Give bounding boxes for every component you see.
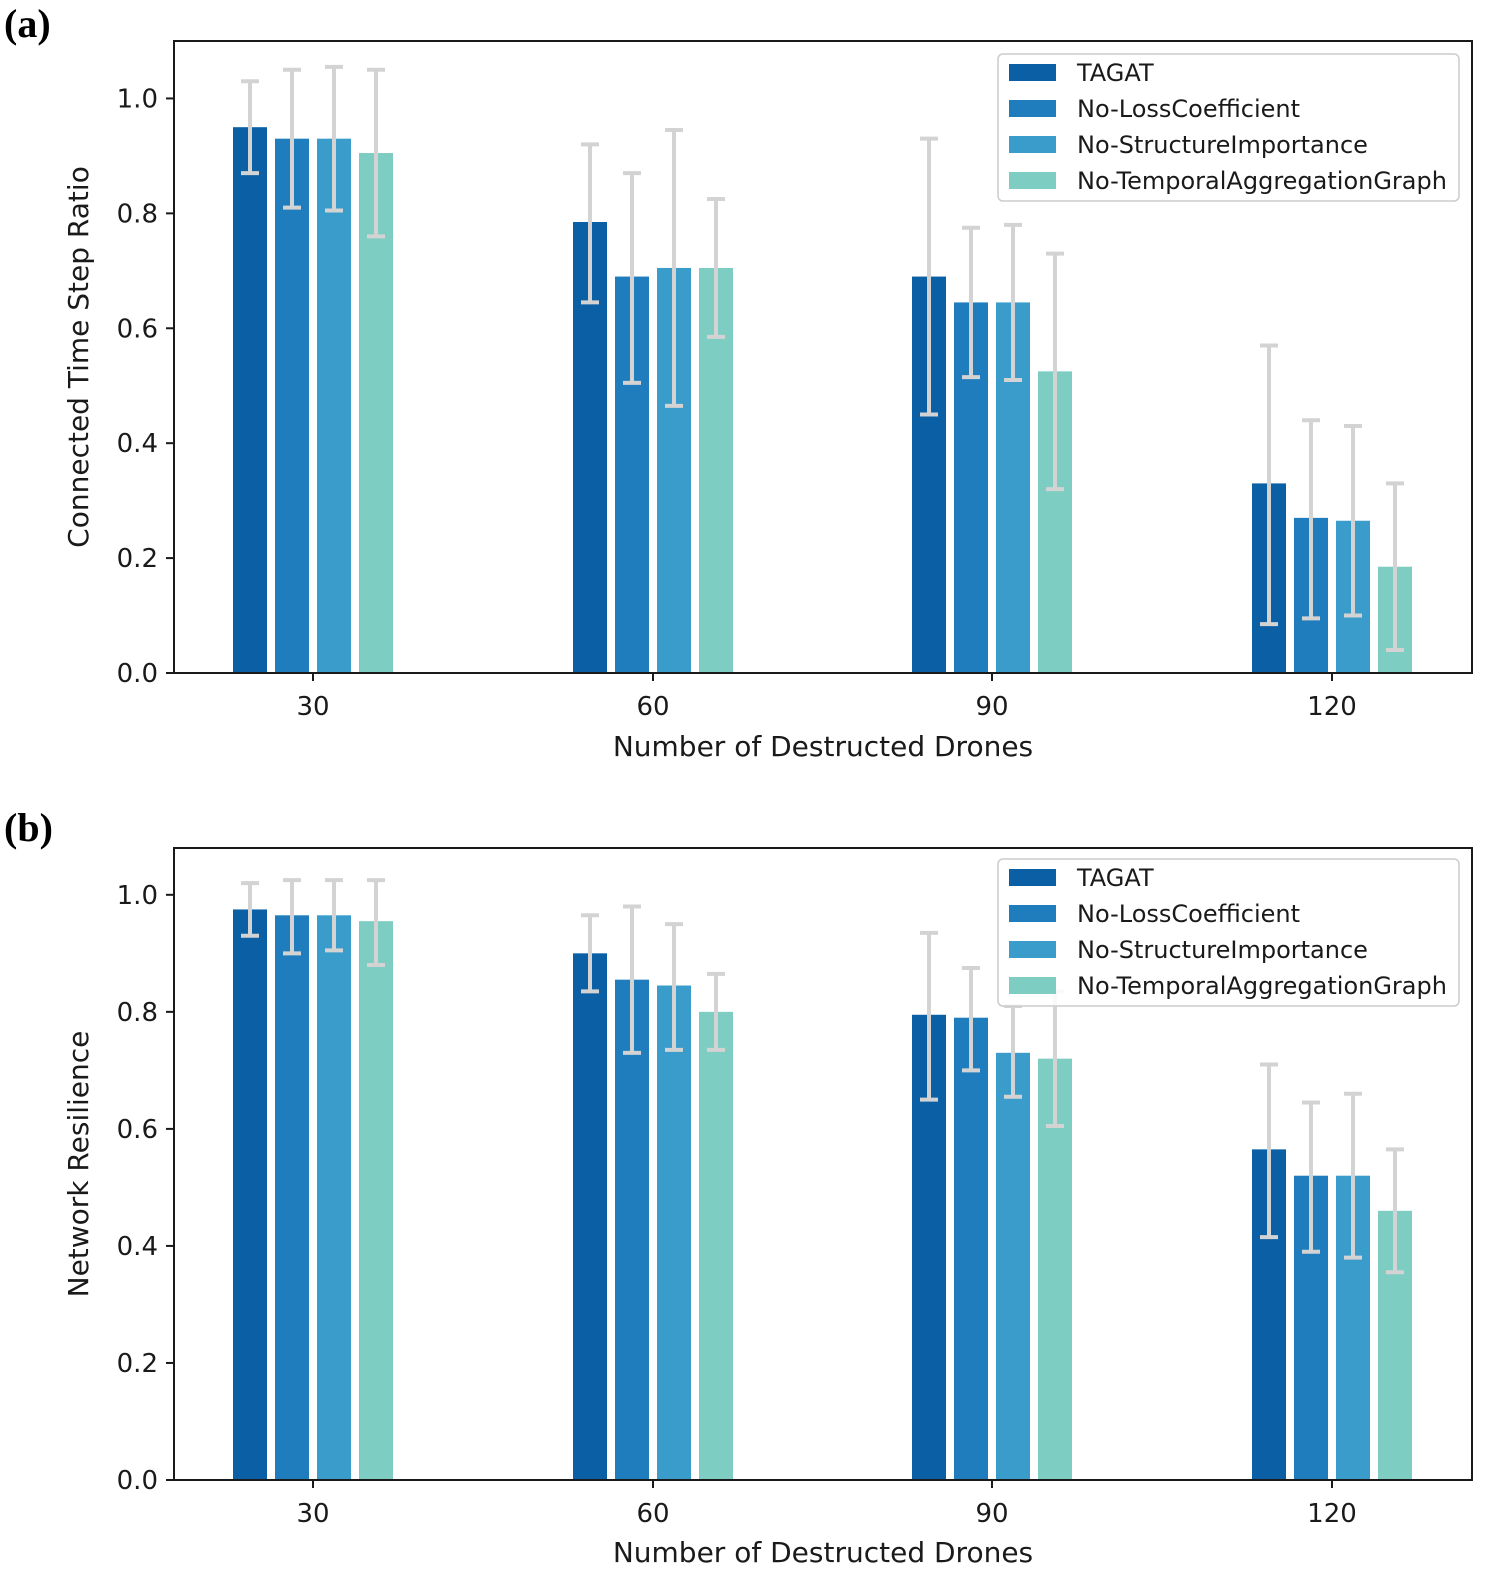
legend-label-no-temporalaggregationgraph: No-TemporalAggregationGraph bbox=[1077, 972, 1447, 1000]
legend: TAGAT No-LossCoefficient No-StructureImpor… bbox=[997, 53, 1460, 202]
x-tick-label: 90 bbox=[975, 692, 1008, 722]
legend-swatch-no-temporalaggregationgraph bbox=[1009, 172, 1056, 189]
y-tick-label: 0.2 bbox=[117, 544, 158, 574]
error-bar-tagat-120 bbox=[1260, 343, 1278, 627]
legend-swatch-tagat bbox=[1009, 869, 1056, 886]
error-bar-tagat-90 bbox=[920, 930, 938, 1102]
legend-label-no-structureimportance: No-StructureImportance bbox=[1077, 936, 1368, 964]
plot-frame bbox=[173, 847, 1473, 1481]
bar-no-temporalaggregationgraph-30 bbox=[359, 153, 393, 673]
x-tick-label: 30 bbox=[296, 1499, 329, 1529]
legend-swatch-no-temporalaggregationgraph bbox=[1009, 977, 1056, 994]
bar-no-losscoefficient-30 bbox=[275, 138, 309, 673]
bar-no-temporalaggregationgraph-60 bbox=[699, 1011, 733, 1480]
plot-frame bbox=[173, 40, 1473, 674]
bar-no-losscoefficient-60 bbox=[615, 979, 649, 1480]
legend-swatch-no-structureimportance bbox=[1009, 941, 1056, 958]
y-tick-label: 0.8 bbox=[117, 998, 158, 1028]
bar-no-structureimportance-60 bbox=[657, 985, 691, 1480]
bar-no-losscoefficient-30 bbox=[275, 915, 309, 1480]
error-bar-no-losscoefficient-60 bbox=[623, 171, 641, 385]
error-bar-no-structureimportance-60 bbox=[665, 128, 683, 408]
error-bar-no-structureimportance-30 bbox=[325, 64, 343, 213]
bar-no-temporalaggregationgraph-90 bbox=[1038, 1058, 1072, 1480]
y-tick-label: 1.0 bbox=[117, 881, 158, 911]
bar-no-losscoefficient-90 bbox=[954, 1017, 988, 1480]
bar-no-structureimportance-30 bbox=[317, 138, 351, 673]
error-bar-no-losscoefficient-90 bbox=[962, 965, 980, 1073]
legend-label-no-temporalaggregationgraph: No-TemporalAggregationGraph bbox=[1077, 167, 1447, 195]
error-bar-no-temporalaggregationgraph-60 bbox=[707, 971, 725, 1052]
error-bar-no-losscoefficient-120 bbox=[1302, 418, 1320, 621]
y-tick-label: 0.6 bbox=[117, 314, 158, 344]
error-bar-tagat-90 bbox=[920, 136, 938, 417]
error-bar-no-temporalaggregationgraph-90 bbox=[1046, 251, 1064, 492]
legend-box bbox=[997, 53, 1460, 202]
bar-tagat-30 bbox=[233, 909, 267, 1480]
x-axis-label: Number of Destructed Drones bbox=[613, 730, 1033, 763]
panel-label-b: (b) bbox=[4, 805, 53, 850]
legend-swatch-no-structureimportance bbox=[1009, 136, 1056, 153]
error-bar-no-structureimportance-60 bbox=[665, 922, 683, 1052]
error-bar-tagat-120 bbox=[1260, 1062, 1278, 1240]
x-tick-label: 120 bbox=[1307, 692, 1357, 722]
error-bar-tagat-30 bbox=[241, 881, 259, 938]
x-tick-label: 60 bbox=[636, 692, 669, 722]
bar-no-structureimportance-30 bbox=[317, 915, 351, 1480]
y-axis-label: Connected Time Step Ratio bbox=[62, 166, 95, 548]
y-tick-label: 0.6 bbox=[117, 1115, 158, 1145]
legend-box bbox=[997, 858, 1460, 1007]
error-bar-no-losscoefficient-30 bbox=[283, 67, 301, 210]
error-bar-no-losscoefficient-60 bbox=[623, 904, 641, 1055]
error-bar-no-losscoefficient-90 bbox=[962, 225, 980, 380]
bar-tagat-30 bbox=[233, 127, 267, 673]
y-tick-label: 0.0 bbox=[117, 659, 158, 689]
y-tick-label: 0.8 bbox=[117, 199, 158, 229]
error-bar-tagat-30 bbox=[241, 79, 259, 176]
error-bar-no-temporalaggregationgraph-60 bbox=[707, 197, 725, 339]
error-bar-no-structureimportance-90 bbox=[1004, 222, 1022, 382]
error-bar-no-losscoefficient-30 bbox=[283, 878, 301, 956]
y-tick-label: 1.0 bbox=[117, 84, 158, 114]
bar-no-temporalaggregationgraph-30 bbox=[359, 921, 393, 1480]
bar-no-structureimportance-90 bbox=[996, 1052, 1030, 1480]
x-axis-label: Number of Destructed Drones bbox=[613, 1536, 1033, 1569]
bar-tagat-60 bbox=[573, 953, 607, 1480]
error-bar-no-temporalaggregationgraph-120 bbox=[1386, 1147, 1404, 1275]
legend-label-tagat: TAGAT bbox=[1076, 864, 1154, 892]
legend-label-no-structureimportance: No-StructureImportance bbox=[1077, 131, 1368, 159]
error-bar-no-structureimportance-30 bbox=[325, 878, 343, 953]
x-tick-label: 30 bbox=[296, 692, 329, 722]
legend-label-no-losscoefficient: No-LossCoefficient bbox=[1077, 900, 1300, 928]
error-bar-tagat-60 bbox=[581, 142, 599, 305]
legend-swatch-tagat bbox=[1009, 64, 1056, 81]
error-bar-no-losscoefficient-120 bbox=[1302, 1100, 1320, 1254]
y-tick-label: 0.4 bbox=[117, 1232, 158, 1262]
error-bar-no-temporalaggregationgraph-30 bbox=[367, 67, 385, 239]
error-bar-no-temporalaggregationgraph-30 bbox=[367, 878, 385, 968]
legend-swatch-no-losscoefficient bbox=[1009, 905, 1056, 922]
error-bar-tagat-60 bbox=[581, 913, 599, 994]
y-axis-label: Network Resilience bbox=[62, 1031, 95, 1298]
x-tick-label: 120 bbox=[1307, 1499, 1357, 1529]
chart-panel-a: 0.0 0.2 0.4 0.6 0.8 1.0 30 60 90 120 Number of Des… bbox=[62, 40, 1473, 763]
legend-swatch-no-losscoefficient bbox=[1009, 100, 1056, 117]
legend-label-tagat: TAGAT bbox=[1076, 59, 1154, 87]
error-bar-no-structureimportance-120 bbox=[1344, 423, 1362, 618]
y-tick-label: 0.4 bbox=[117, 429, 158, 459]
legend: TAGAT No-LossCoefficient No-StructureImpor… bbox=[997, 858, 1460, 1007]
y-tick-label: 0.2 bbox=[117, 1349, 158, 1379]
x-tick-label: 90 bbox=[975, 1499, 1008, 1529]
error-bar-no-structureimportance-120 bbox=[1344, 1091, 1362, 1260]
y-tick-label: 0.0 bbox=[117, 1466, 158, 1496]
panel-label-a: (a) bbox=[4, 1, 51, 46]
chart-panel-b: 0.0 0.2 0.4 0.6 0.8 1.0 30 60 90 120 Number of Des… bbox=[62, 847, 1473, 1569]
legend-label-no-losscoefficient: No-LossCoefficient bbox=[1077, 95, 1300, 123]
error-bar-no-temporalaggregationgraph-120 bbox=[1386, 481, 1404, 653]
x-tick-label: 60 bbox=[636, 1499, 669, 1529]
